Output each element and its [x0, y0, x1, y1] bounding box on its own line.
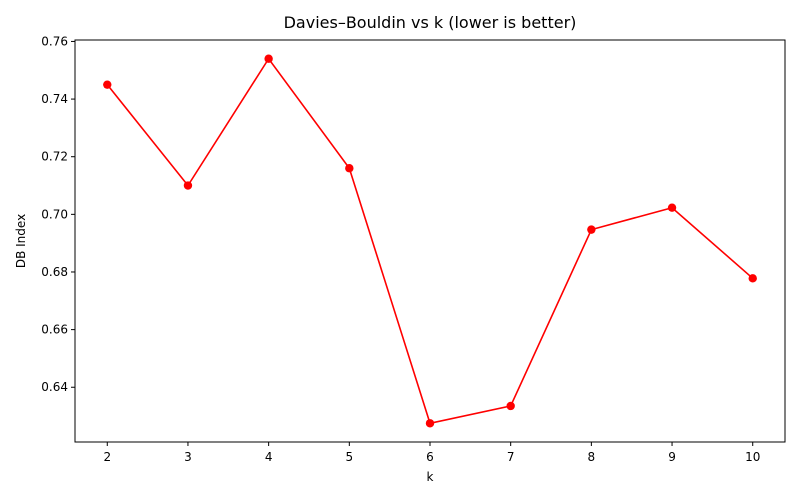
- x-tick-label: 5: [345, 450, 353, 464]
- x-tick-label: 4: [265, 450, 273, 464]
- series-layer: [103, 54, 757, 428]
- data-point: [748, 274, 757, 283]
- data-point: [587, 225, 596, 234]
- y-tick-label: 0.66: [41, 323, 68, 337]
- y-tick-label: 0.70: [41, 207, 68, 221]
- data-point: [345, 164, 354, 173]
- x-tick-label: 7: [507, 450, 515, 464]
- y-tick-label: 0.76: [41, 34, 68, 48]
- x-tick-label: 6: [426, 450, 434, 464]
- y-axis-label: DB Index: [14, 214, 28, 268]
- data-point: [103, 80, 112, 89]
- data-point: [264, 54, 273, 63]
- y-tick-label: 0.68: [41, 265, 68, 279]
- x-tick-label: 8: [588, 450, 596, 464]
- y-tick-label: 0.64: [41, 380, 68, 394]
- data-point: [425, 419, 435, 428]
- plot-area: [74, 39, 786, 443]
- x-tick-label: 3: [184, 450, 192, 464]
- x-axis-label: k: [427, 470, 434, 484]
- chart-title: Davies–Bouldin vs k (lower is better): [284, 13, 577, 32]
- y-tick-label: 0.72: [41, 150, 68, 164]
- x-tick-label: 9: [668, 450, 676, 464]
- y-axis-ticks: 0.64 0.66 0.68 0.70 0.72 0.74 0.76: [41, 34, 75, 394]
- y-tick-label: 0.74: [41, 92, 68, 106]
- data-point: [667, 203, 677, 212]
- data-point: [183, 181, 193, 190]
- x-axis-ticks: 2 3 4 5 6 7 8 9 10: [103, 442, 760, 464]
- x-tick-label: 2: [103, 450, 111, 464]
- x-tick-label: 10: [745, 450, 760, 464]
- data-point: [506, 401, 515, 411]
